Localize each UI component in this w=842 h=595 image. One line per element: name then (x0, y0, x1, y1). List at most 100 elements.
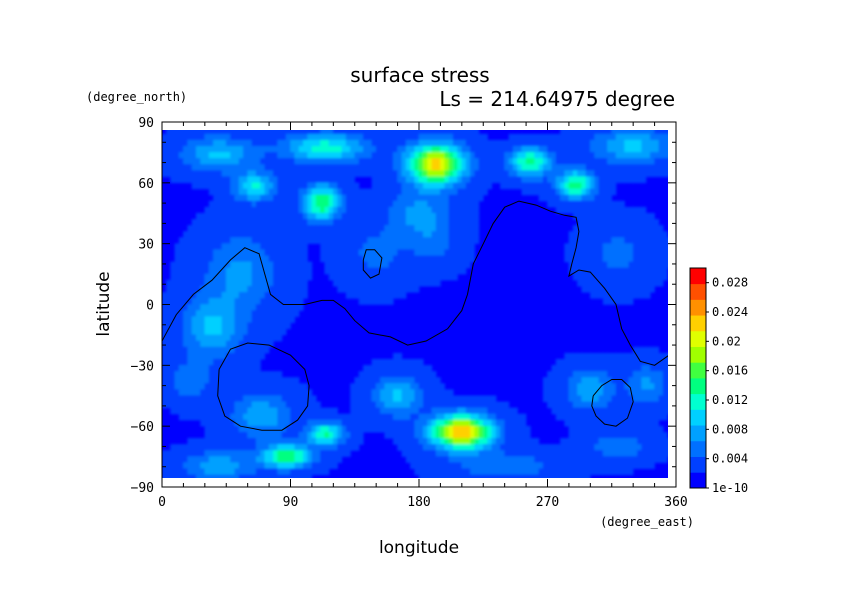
heatmap-cell (641, 133, 647, 141)
heatmap-cell (183, 304, 188, 311)
heatmap-cell (204, 425, 210, 433)
heatmap-cell (564, 377, 570, 384)
heatmap-cell (178, 346, 184, 354)
heatmap-cell (607, 176, 613, 184)
heatmap-cell (268, 425, 274, 433)
heatmap-cell (213, 358, 218, 366)
heatmap-cell (217, 444, 223, 451)
heatmap-cell (273, 292, 278, 299)
heatmap-cell (662, 133, 668, 141)
heatmap-cell (234, 273, 240, 281)
heatmap-cell (500, 182, 505, 190)
heatmap-cell (238, 444, 244, 451)
heatmap-cell (607, 456, 613, 463)
heatmap-cell (650, 158, 655, 165)
heatmap-cell (303, 456, 308, 463)
heatmap-cell (487, 438, 493, 445)
heatmap-cell (234, 219, 240, 226)
heatmap-cell (568, 389, 574, 397)
heatmap-cell (427, 139, 433, 147)
heatmap-cell (457, 261, 463, 269)
heatmap-cell (624, 158, 630, 165)
heatmap-cell (422, 231, 428, 238)
heatmap-cell (217, 481, 222, 488)
heatmap-cell (427, 468, 433, 476)
heatmap-cell (354, 146, 360, 153)
heatmap-cell (311, 237, 317, 244)
heatmap-cell (264, 273, 270, 281)
heatmap-cell (521, 133, 527, 141)
heatmap-cell (290, 389, 296, 397)
heatmap-cell (208, 200, 214, 208)
heatmap-cell (307, 158, 313, 165)
heatmap-cell (457, 146, 463, 153)
heatmap-cell (628, 456, 634, 463)
heatmap-cell (217, 237, 223, 244)
heatmap-cell (615, 377, 621, 384)
heatmap-cell (431, 139, 437, 147)
heatmap-cell (225, 468, 231, 476)
heatmap-cell (320, 225, 326, 232)
heatmap-cell (590, 425, 595, 433)
heatmap-cell (577, 188, 583, 196)
heatmap-cell (371, 273, 377, 281)
heatmap-cell (294, 255, 300, 263)
heatmap-cell (418, 206, 424, 214)
heatmap-cell (551, 383, 557, 390)
heatmap-cell (311, 395, 317, 403)
heatmap-cell (465, 419, 471, 427)
heatmap-cell (632, 267, 638, 275)
heatmap-cell (238, 158, 244, 165)
heatmap-cell (410, 133, 416, 141)
heatmap-cell (645, 450, 651, 457)
heatmap-cell (397, 206, 403, 214)
heatmap-cell (273, 468, 278, 476)
heatmap-cell (384, 413, 390, 421)
heatmap-cell (448, 133, 454, 141)
heatmap-cell (547, 188, 553, 196)
heatmap-cell (508, 164, 514, 171)
heatmap-cell (658, 352, 664, 360)
heatmap-cell (607, 182, 613, 190)
heatmap-cell (333, 130, 338, 135)
heatmap-cell (427, 219, 433, 226)
heatmap-cell (405, 267, 411, 275)
heatmap-cell (298, 273, 304, 281)
heatmap-cell (397, 188, 403, 196)
heatmap-cell (264, 133, 270, 141)
heatmap-cell (337, 237, 343, 244)
heatmap-cell (191, 292, 197, 299)
heatmap-cell (465, 407, 471, 415)
heatmap-cell (165, 456, 171, 463)
heatmap-cell (187, 152, 193, 159)
heatmap-cell (247, 340, 253, 348)
heatmap-cell (401, 431, 407, 439)
heatmap-cell (281, 139, 287, 147)
heatmap-cell (637, 371, 643, 378)
heatmap-cell (620, 212, 625, 220)
heatmap-cell (315, 413, 321, 421)
heatmap-cell (500, 152, 505, 159)
heatmap-cell (221, 425, 227, 433)
heatmap-cell (620, 133, 625, 141)
heatmap-cell (178, 316, 184, 324)
heatmap-cell (328, 206, 334, 214)
heatmap-cell (645, 292, 651, 299)
heatmap-cell (658, 158, 664, 165)
heatmap-cell (290, 255, 296, 263)
heatmap-cell (452, 395, 458, 403)
heatmap-cell (615, 292, 621, 299)
heatmap-cell (298, 407, 304, 415)
heatmap-cell (465, 255, 471, 263)
heatmap-cell (303, 285, 308, 293)
heatmap-cell (260, 322, 266, 330)
heatmap-cell (354, 419, 360, 427)
heatmap-cell (615, 285, 621, 293)
heatmap-cell (187, 292, 193, 299)
heatmap-cell (178, 285, 184, 293)
heatmap-cell (474, 456, 480, 463)
heatmap-cell (337, 456, 343, 463)
heatmap-cell (607, 395, 613, 403)
heatmap-cell (658, 225, 664, 232)
heatmap-cell (213, 481, 218, 488)
